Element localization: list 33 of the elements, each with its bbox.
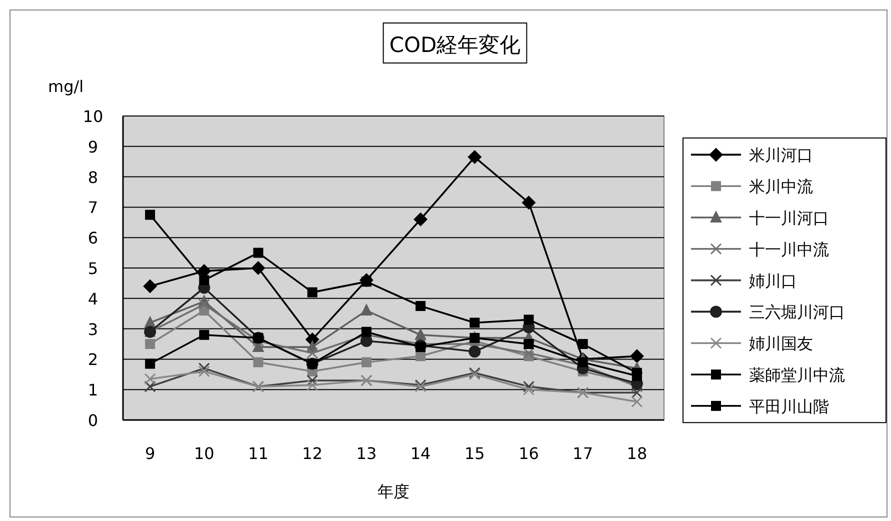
legend-label: 米川河口 — [749, 146, 813, 165]
legend-label: 十一川中流 — [749, 240, 829, 259]
x-tick-label: 17 — [572, 444, 594, 463]
y-tick-label: 4 — [88, 289, 98, 308]
x-tick-label: 13 — [356, 444, 377, 463]
y-tick-label: 5 — [88, 259, 98, 278]
x-tick-label: 12 — [302, 444, 323, 463]
x-axis-title: 年度 — [378, 482, 410, 501]
x-tick-label: 18 — [626, 444, 648, 463]
legend-label: 三六堀川河口 — [749, 302, 845, 322]
legend-label: 十一川河口 — [749, 208, 829, 228]
y-tick-label: 2 — [88, 350, 98, 370]
chart-title: COD経年変化 — [389, 33, 521, 57]
y-tick-label: 7 — [88, 198, 98, 218]
x-tick-label: 9 — [144, 444, 156, 463]
legend-label: 姉川口 — [749, 271, 797, 290]
x-tick-label: 15 — [464, 444, 485, 463]
y-tick-label: 1 — [88, 380, 98, 400]
x-tick-label: 16 — [518, 444, 539, 463]
legend-label: 薬師堂川中流 — [749, 366, 845, 384]
legend-label: 姉川国友 — [749, 334, 813, 354]
y-tick-label: 6 — [88, 228, 98, 248]
x-tick-label: 14 — [410, 444, 431, 463]
x-tick-label: 11 — [248, 444, 268, 463]
y-tick-label: 8 — [88, 168, 98, 187]
y-tick-label: 9 — [88, 137, 98, 156]
y-tick-label: 3 — [88, 320, 98, 339]
y-axis-title: mg/l — [48, 77, 84, 96]
x-tick-label: 10 — [194, 444, 214, 463]
legend-label: 米川中流 — [749, 177, 813, 196]
legend-label: 平田川山階 — [749, 396, 829, 416]
y-tick-label: 0 — [88, 411, 98, 430]
y-tick-label: 10 — [82, 107, 104, 126]
